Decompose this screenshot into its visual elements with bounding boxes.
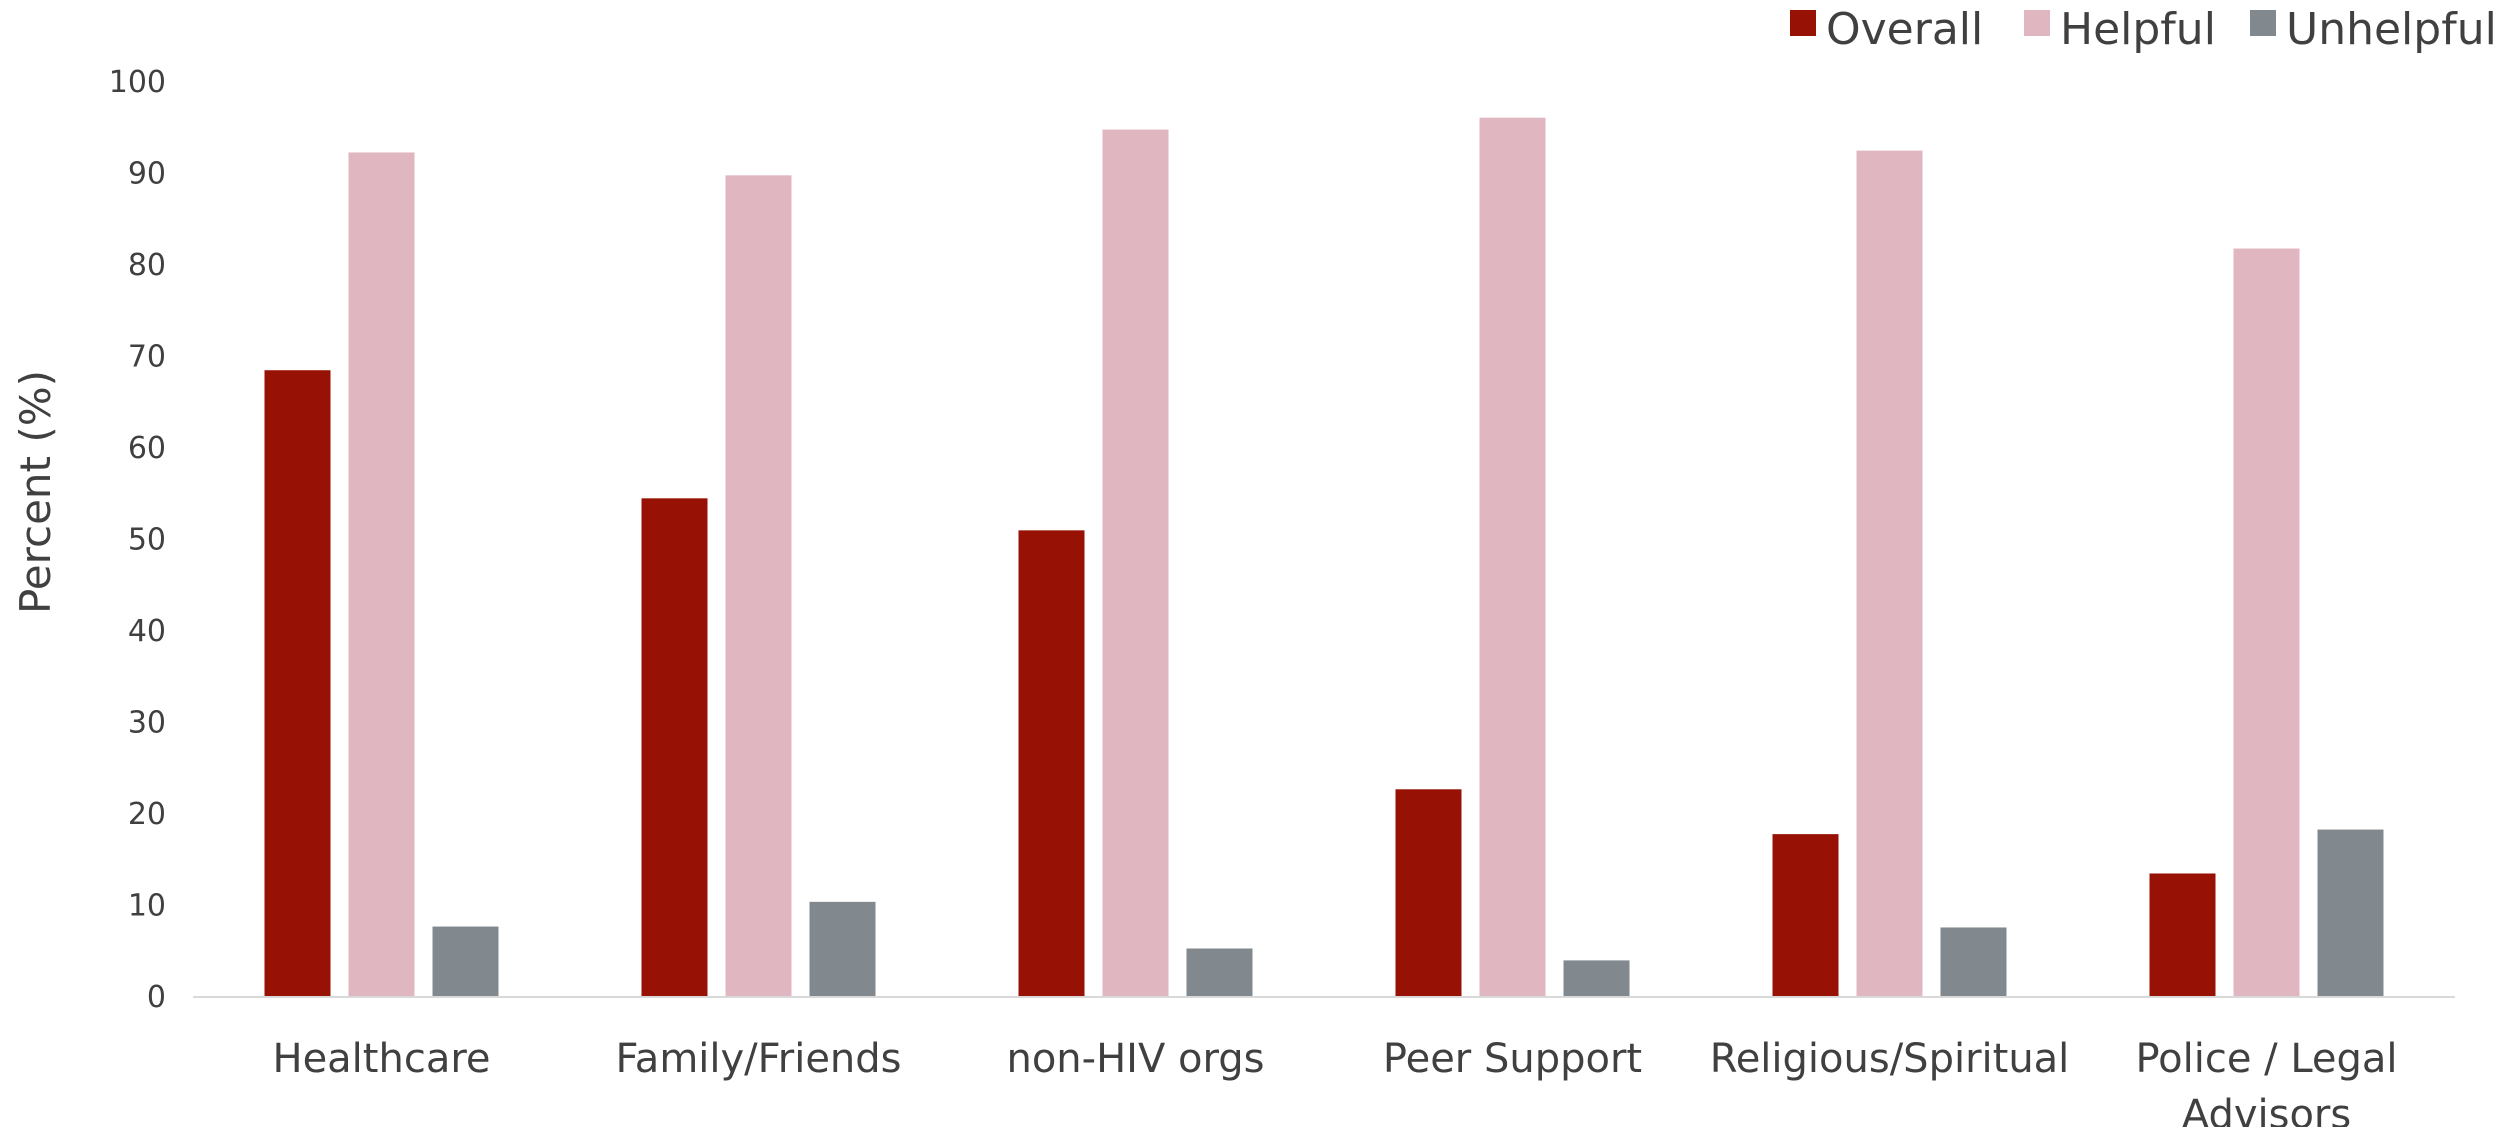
x-tick-label-1: Family/Friends <box>615 1036 901 1082</box>
y-tick-label-60: 60 <box>128 431 166 466</box>
bars <box>264 117 2384 998</box>
legend-label-helpful: Helpful <box>2060 4 2216 55</box>
bar-overall-0 <box>264 370 331 998</box>
x-axis-labels: Healthcare Family/Friends non-HIV orgs Peer… <box>272 1036 2397 1131</box>
legend-swatch-overall <box>1790 10 1816 36</box>
bar-unhelpful-0 <box>432 926 499 997</box>
y-tick-label-20: 20 <box>128 797 166 832</box>
bar-helpful-0 <box>348 152 415 997</box>
y-tick-label-50: 50 <box>128 523 166 558</box>
bar-unhelpful-4 <box>1940 927 2007 997</box>
y-tick-label-70: 70 <box>128 340 166 375</box>
bar-overall-3 <box>1395 789 1462 997</box>
legend: Overall Helpful Unhelpful <box>1790 4 2497 55</box>
y-tick-label-10: 10 <box>128 889 166 924</box>
bar-helpful-3 <box>1479 117 1546 997</box>
legend-label-overall: Overall <box>1826 4 1983 55</box>
y-axis-title: Percent (%) <box>11 370 60 614</box>
bar-overall-2 <box>1018 530 1085 997</box>
y-tick-label-30: 30 <box>128 706 166 741</box>
y-tick-label-80: 80 <box>128 248 166 283</box>
x-tick-label-4: Religious/Spiritual <box>1710 1036 2070 1082</box>
legend-swatch-helpful <box>2024 10 2050 36</box>
y-axis-ticks: 0 10 20 30 40 50 60 70 80 90 100 <box>109 65 166 1015</box>
bar-helpful-2 <box>1102 129 1169 997</box>
bar-overall-1 <box>641 498 708 997</box>
bar-unhelpful-1 <box>809 901 876 997</box>
bar-unhelpful-3 <box>1563 960 1630 997</box>
bar-helpful-4 <box>1856 150 1923 997</box>
y-tick-label-40: 40 <box>128 614 166 649</box>
bar-helpful-1 <box>725 175 792 997</box>
bar-overall-5 <box>2149 873 2216 997</box>
y-tick-label-0: 0 <box>147 980 166 1015</box>
bar-unhelpful-2 <box>1186 948 1253 997</box>
x-tick-label-5: Police / Legal <box>2135 1036 2397 1082</box>
x-tick-label-0: Healthcare <box>272 1036 490 1082</box>
x-tick-label-3: Peer Support <box>1383 1036 1642 1082</box>
y-axis-title-group: Percent (%) <box>11 370 60 614</box>
bar-unhelpful-5 <box>2317 829 2384 997</box>
legend-label-unhelpful: Unhelpful <box>2286 4 2497 55</box>
bar-helpful-5 <box>2233 248 2300 997</box>
x-tick-label-2: non-HIV orgs <box>1006 1036 1264 1082</box>
bar-overall-4 <box>1772 834 1839 997</box>
x-tick-label-5-line2: Advisors <box>2182 1092 2351 1127</box>
y-tick-label-90: 90 <box>128 157 166 192</box>
y-tick-label-100: 100 <box>109 65 166 100</box>
legend-swatch-unhelpful <box>2250 10 2276 36</box>
